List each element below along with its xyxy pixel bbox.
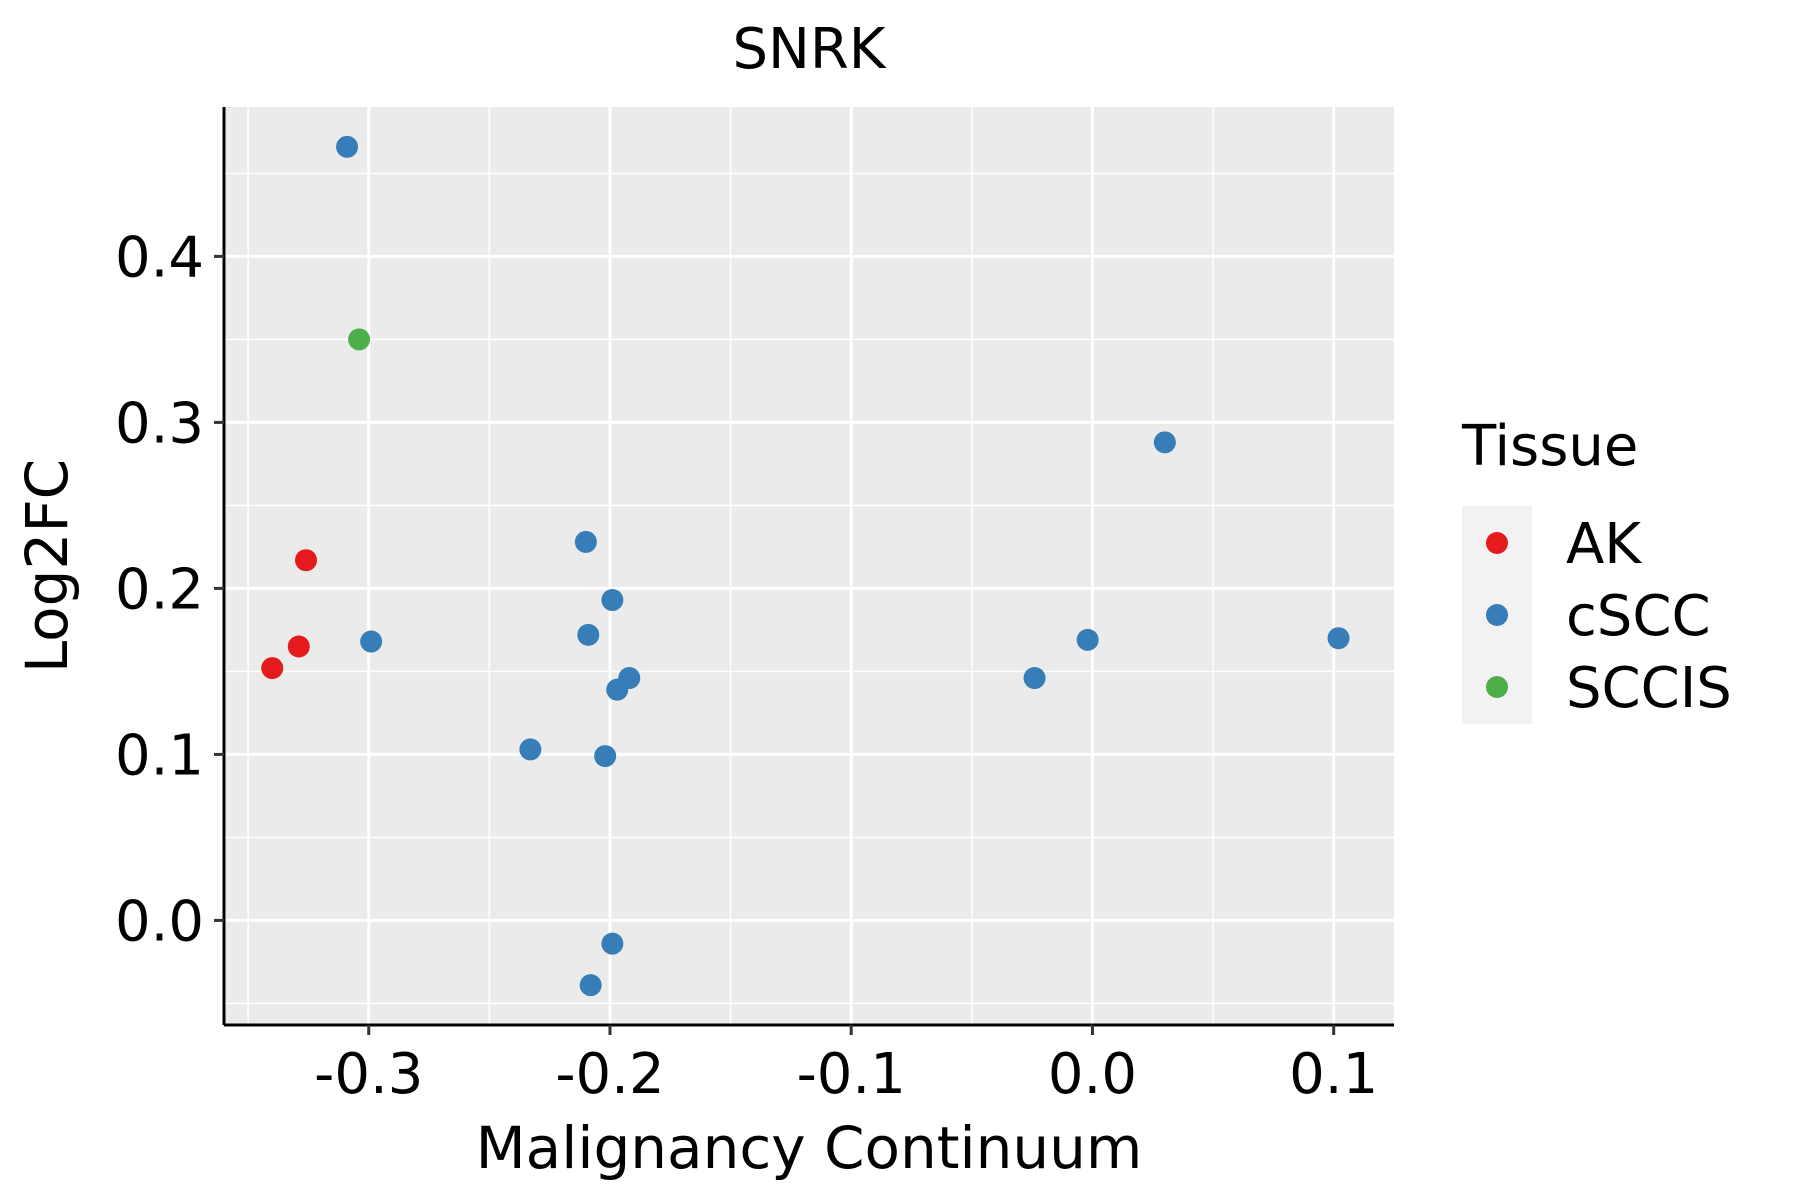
x-axis-ticks: -0.3 -0.2 -0.1 0.0 0.1 bbox=[314, 1025, 1378, 1107]
x-tick-label: 0.1 bbox=[1289, 1042, 1378, 1107]
point-ak bbox=[287, 635, 310, 658]
plot-panel bbox=[224, 107, 1394, 1025]
data-points bbox=[261, 135, 1350, 997]
minor-gridlines bbox=[224, 107, 1394, 1025]
point-cscc bbox=[618, 667, 641, 690]
y-tick-label: 0.3 bbox=[115, 391, 204, 456]
x-axis-title: Malignancy Continuum bbox=[476, 1114, 1143, 1182]
point-cscc bbox=[601, 589, 624, 612]
y-axis-title: Log2FC bbox=[13, 459, 81, 673]
y-tick-label: 0.4 bbox=[115, 225, 204, 290]
y-tick-label: 0.1 bbox=[115, 723, 204, 788]
legend-key-ak bbox=[1486, 532, 1508, 554]
point-cscc bbox=[579, 974, 602, 997]
x-tick-label: -0.1 bbox=[797, 1042, 906, 1107]
legend-label-sccis: SCCIS bbox=[1566, 656, 1732, 721]
major-gridlines bbox=[224, 107, 1394, 1025]
legend: Tissue AK cSCC SCCIS bbox=[1461, 414, 1732, 724]
point-cscc bbox=[574, 530, 597, 553]
y-tick-label: 0.0 bbox=[115, 889, 204, 954]
point-cscc bbox=[577, 623, 600, 646]
legend-key-sccis bbox=[1486, 676, 1508, 698]
y-axis-ticks: 0.0 0.1 0.2 0.3 0.4 bbox=[115, 225, 224, 954]
point-sccis bbox=[348, 328, 371, 351]
chart-title: SNRK bbox=[732, 17, 886, 82]
point-ak bbox=[261, 657, 284, 680]
point-cscc bbox=[1023, 667, 1046, 690]
x-tick-label: 0.0 bbox=[1048, 1042, 1137, 1107]
point-cscc bbox=[1076, 628, 1099, 651]
point-cscc bbox=[594, 745, 617, 768]
legend-label-cscc: cSCC bbox=[1566, 584, 1711, 649]
point-cscc bbox=[601, 932, 624, 955]
legend-title: Tissue bbox=[1461, 414, 1638, 479]
point-cscc bbox=[519, 738, 542, 761]
point-ak bbox=[295, 549, 318, 572]
point-cscc bbox=[360, 630, 383, 653]
point-cscc bbox=[1327, 627, 1350, 650]
y-tick-label: 0.2 bbox=[115, 557, 204, 622]
legend-label-ak: AK bbox=[1566, 512, 1642, 577]
x-tick-label: -0.3 bbox=[314, 1042, 423, 1107]
point-cscc bbox=[336, 135, 359, 158]
x-tick-label: -0.2 bbox=[555, 1042, 664, 1107]
legend-key-cscc bbox=[1486, 604, 1508, 626]
point-cscc bbox=[1153, 431, 1176, 454]
